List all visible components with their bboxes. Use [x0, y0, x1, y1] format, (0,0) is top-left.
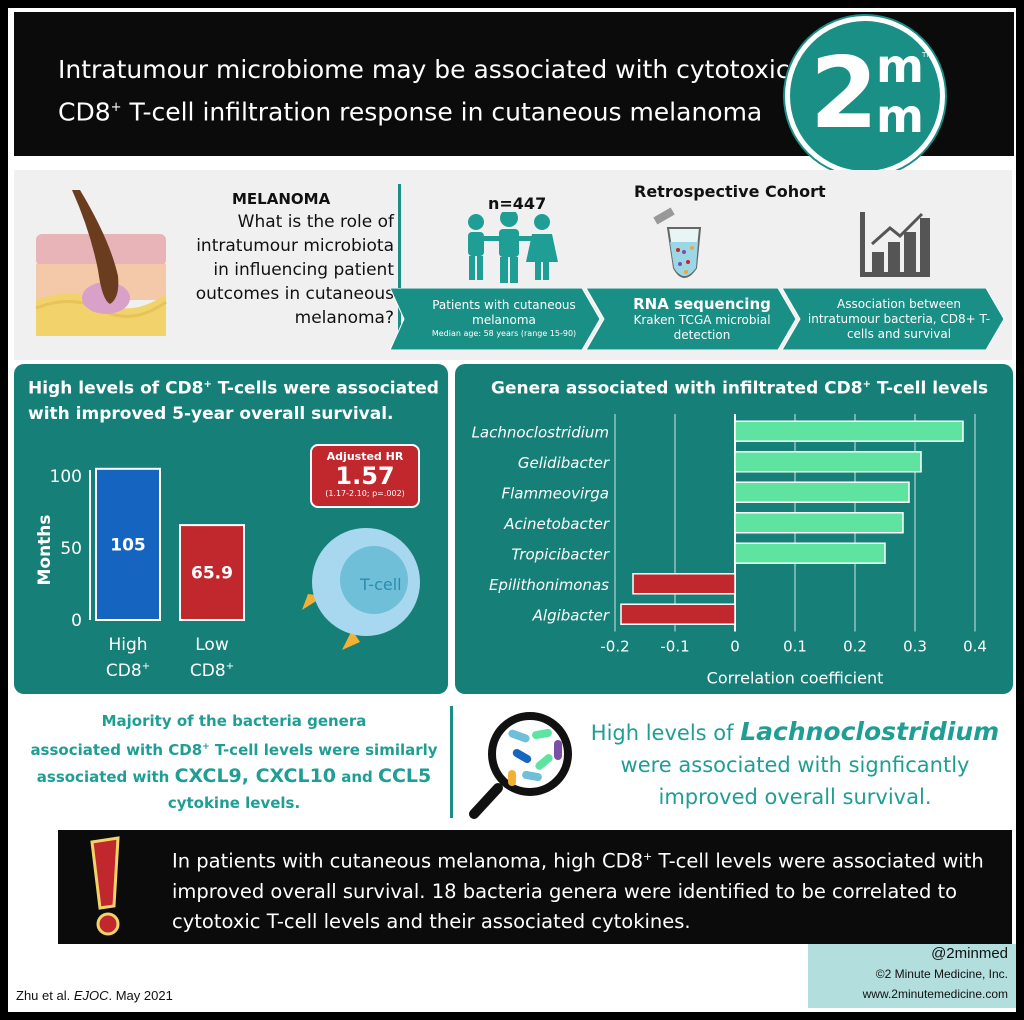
- t-cell-icon: T-cell: [302, 528, 420, 650]
- 2minutemedicine-logo: 2 m m TM: [785, 16, 945, 176]
- x-tick-label: 0.2: [843, 638, 867, 656]
- genera-panel: Genera associated with infiltrated CD8+ …: [455, 364, 1013, 694]
- x-tick-label: 0.1: [783, 638, 807, 656]
- x-tick-label: High: [108, 635, 147, 655]
- website-link[interactable]: www.2minutemedicine.com: [862, 987, 1008, 1001]
- category-label: Algibacter: [532, 606, 610, 624]
- study-design-band: MELANOMA What is the role of intratumour…: [14, 170, 1012, 360]
- bar-epilithonimonas: [632, 573, 736, 595]
- skin-hair-icon: [35, 190, 167, 336]
- question-title: MELANOMA: [232, 190, 331, 208]
- bar-high-cd8: [95, 467, 161, 621]
- survival-heading: High levels of CD8+ T-cells were associa…: [28, 378, 439, 424]
- y-tick-label: 100: [50, 467, 82, 487]
- survival-panel: High levels of CD8+ T-cells were associa…: [14, 364, 448, 694]
- bar-gelidibacter: [734, 451, 922, 473]
- sample-size: n=447: [488, 194, 547, 213]
- x-tick-label: 0.3: [903, 638, 927, 656]
- divider: [398, 184, 401, 340]
- magnifier-bacteria-icon: [469, 712, 572, 819]
- title-line-2: CD8+ T-cell infiltration response in cut…: [58, 97, 763, 127]
- y-axis-title: Months: [35, 514, 55, 585]
- patients-icon: [468, 212, 558, 283]
- genera-correlation-chart: -0.2 -0.1 0 0.1 0.2 0.3 0.4 Correlation coeffic…: [472, 414, 987, 688]
- category-label: Lachnoclostridium: [472, 423, 609, 441]
- bar-lachnoclostridium: [734, 420, 964, 442]
- bar-tropicibacter: [734, 542, 886, 564]
- workflow-step-2: RNA sequencing Kraken TCGA microbial det…: [633, 295, 771, 342]
- citation: Zhu et al. EJOC. May 2021: [16, 988, 173, 1003]
- bar-chart-icon: [860, 212, 930, 277]
- study-design: Retrospective Cohort: [634, 182, 826, 201]
- workflow-arrows: [390, 288, 1005, 350]
- category-label: Flammeovirga: [501, 484, 609, 502]
- hazard-ratio-badge: Adjusted HR 1.57 (1.17-2.10; p=.002): [310, 444, 420, 508]
- category-label: Epilithonimonas: [489, 576, 609, 594]
- x-tick-label: 0: [730, 638, 740, 656]
- conclusion-text: In patients with cutaneous melanoma, hig…: [172, 849, 984, 933]
- lachnoclostridium-finding: High levels of Lachnoclostridium were as…: [590, 717, 1000, 809]
- x-tick-label: -0.2: [600, 638, 629, 656]
- y-tick-label: 50: [60, 539, 82, 559]
- t-cell-label: T-cell: [359, 575, 402, 594]
- x-tick-label: CD8+: [190, 661, 234, 681]
- category-label: Gelidibacter: [518, 454, 610, 472]
- bar-value-label: 105: [110, 535, 146, 555]
- conclusion-banner: In patients with cutaneous melanoma, hig…: [58, 830, 1012, 944]
- copyright: ©2 Minute Medicine, Inc.: [875, 967, 1008, 981]
- category-label: Acinetobacter: [503, 515, 610, 533]
- twitter-handle: @2minmed: [931, 945, 1008, 962]
- exclamation-icon: [90, 836, 120, 936]
- cytokine-finding: Majority of the bacteria genera associat…: [30, 712, 438, 812]
- bar-flammeovirga: [734, 481, 910, 503]
- bar-value-label: 65.9: [191, 564, 233, 584]
- survival-bar-chart: 0 50 100 Months 105 High CD8+ 65.9 Low CD8+: [35, 467, 245, 681]
- x-tick-label: CD8+: [106, 661, 150, 681]
- footer-credits: @2minmed ©2 Minute Medicine, Inc. www.2m…: [808, 944, 1016, 1008]
- x-tick-label: 0.4: [963, 638, 987, 656]
- genera-heading: Genera associated with infiltrated CD8+ …: [491, 378, 989, 399]
- lower-divider: [450, 706, 453, 818]
- category-label: Tropicibacter: [511, 545, 610, 563]
- x-tick-label: -0.1: [660, 638, 689, 656]
- study-question: What is the role of intratumour microbio…: [195, 212, 394, 328]
- x-tick-label: Low: [195, 635, 229, 655]
- y-tick-label: 0: [71, 611, 82, 631]
- title-line-1: Intratumour microbiome may be associated…: [58, 55, 790, 84]
- bar-low-cd8: [179, 524, 245, 621]
- workflow-step-3: Association between intratumour bacteria…: [807, 296, 991, 341]
- test-tube-icon: [653, 207, 702, 278]
- bar-acinetobacter: [734, 512, 904, 534]
- bar-algibacter: [620, 603, 736, 625]
- x-axis-title: Correlation coefficient: [707, 669, 884, 688]
- workflow-step-1: Patients with cutaneous melanoma Median …: [431, 298, 577, 338]
